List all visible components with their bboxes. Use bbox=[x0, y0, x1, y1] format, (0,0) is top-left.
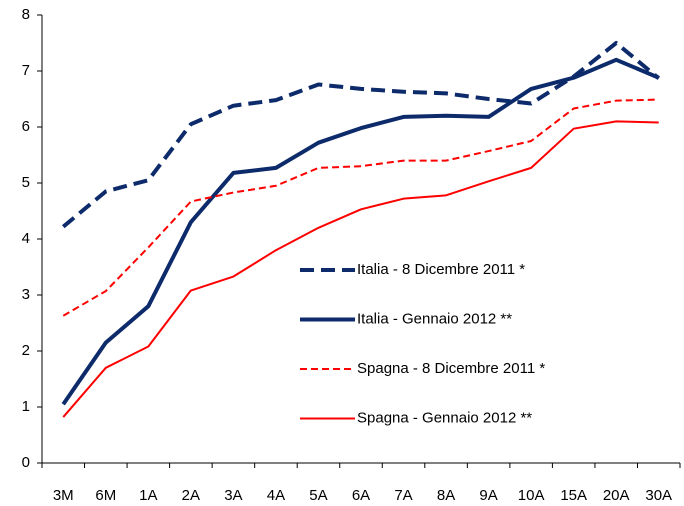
legend-label: Italia - 8 Dicembre 2011 * bbox=[357, 261, 525, 278]
y-tick-label: 8 bbox=[22, 6, 30, 23]
x-tick-label: 1A bbox=[139, 487, 157, 504]
y-tick-label: 7 bbox=[22, 62, 30, 79]
x-tick-label: 3M bbox=[53, 487, 74, 504]
x-tick-label: 3A bbox=[224, 487, 242, 504]
y-tick-label: 1 bbox=[22, 398, 30, 415]
x-tick-label: 10A bbox=[518, 487, 545, 504]
series-line bbox=[62, 120, 659, 418]
y-tick-label: 2 bbox=[22, 342, 30, 359]
y-tick-label: 3 bbox=[22, 286, 30, 303]
x-tick-label: 20A bbox=[603, 487, 630, 504]
x-tick-label: 5A bbox=[309, 487, 327, 504]
x-tick-label: 6M bbox=[95, 487, 116, 504]
x-tick-label: 7A bbox=[394, 487, 412, 504]
legend-label: Italia - Gennaio 2012 ** bbox=[357, 310, 512, 327]
x-tick-label: 2A bbox=[182, 487, 200, 504]
x-tick-label: 15A bbox=[560, 487, 587, 504]
x-tick-label: 6A bbox=[352, 487, 370, 504]
y-tick-label: 0 bbox=[22, 454, 30, 471]
x-tick-label: 4A bbox=[267, 487, 285, 504]
legend-label: Spagna - Gennaio 2012 ** bbox=[357, 409, 532, 426]
y-tick-label: 4 bbox=[22, 230, 30, 247]
y-tick-label: 5 bbox=[22, 174, 30, 191]
y-tick-label: 6 bbox=[22, 118, 30, 135]
series-line bbox=[62, 98, 659, 317]
series-line bbox=[61, 57, 660, 406]
legend-label: Spagna - 8 Dicembre 2011 * bbox=[357, 360, 545, 377]
x-tick-label: 9A bbox=[479, 487, 497, 504]
x-tick-label: 8A bbox=[437, 487, 455, 504]
x-tick-label: 30A bbox=[645, 487, 672, 504]
series-line bbox=[61, 41, 661, 229]
